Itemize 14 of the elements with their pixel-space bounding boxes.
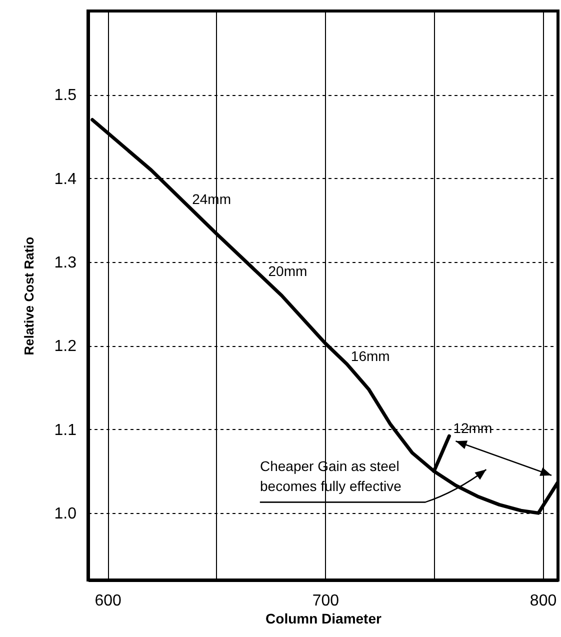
annotation: 16mm [350, 348, 390, 364]
annotation: 12mm [453, 420, 492, 436]
y-tick-label: 1.4 [54, 170, 77, 188]
y-tick-label: 1.5 [54, 87, 77, 104]
y-axis-title: Relative Cost Ratio [21, 236, 36, 356]
x-axis-title: Column Diameter [266, 610, 382, 626]
y-tick-label: 1.3 [54, 254, 77, 272]
x-tick-label: 700 [312, 592, 340, 610]
y-tick-label: 1.2 [54, 338, 77, 356]
annotation: 20mm [268, 262, 308, 279]
x-tick-label: 600 [94, 592, 122, 610]
y-tick-label: 1.1 [54, 422, 77, 439]
x-tick-label: 800 [530, 592, 557, 610]
y-tick-label: 1.0 [54, 506, 77, 523]
